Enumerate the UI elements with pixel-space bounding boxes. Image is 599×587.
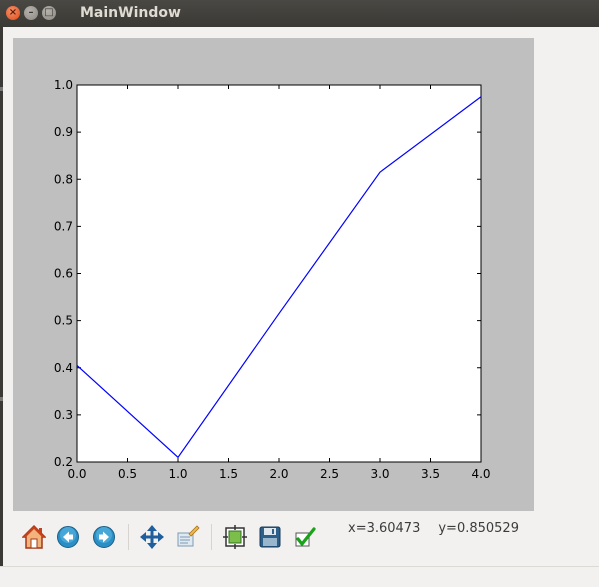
edit-curves-icon [293,525,317,549]
maximize-window-button[interactable]: □ [42,6,56,20]
x-tick-label: 0.0 [67,467,86,481]
pan-button[interactable] [137,522,167,552]
y-tick-label: 1.0 [54,78,73,92]
x-tick-label: 3.5 [421,467,440,481]
x-tick-label: 3.0 [370,467,389,481]
forward-icon [92,525,116,549]
title-bar: × – □ MainWindow [0,0,599,27]
toolbar-separator [211,524,212,550]
y-tick-labels: 0.2 0.3 0.4 0.5 0.6 0.7 0.8 0.9 1.0 [54,78,73,469]
back-icon [56,525,80,549]
subplots-icon [223,525,247,549]
cursor-y-value: y=0.850529 [438,521,519,536]
x-tick-labels: 0.0 0.5 1.0 1.5 2.0 2.5 3.0 3.5 4.0 [67,467,490,481]
x-tick-label: 2.0 [269,467,288,481]
back-button[interactable] [53,522,83,552]
zoom-icon [176,525,200,549]
status-bar [0,566,599,587]
y-tick-label: 0.6 [54,267,73,281]
home-icon [22,524,46,550]
y-tick-label: 0.8 [54,172,73,186]
toolbar-separator [128,524,129,550]
zoom-button[interactable] [173,522,203,552]
y-tick-label: 0.7 [54,219,73,233]
plot-figure[interactable]: 0.0 0.5 1.0 1.5 2.0 2.5 3.0 3.5 4.0 0.2 0.3 0.4 0.5… [13,38,534,511]
edit-curves-button[interactable] [290,522,320,552]
home-button[interactable] [19,522,49,552]
x-tick-label: 1.0 [168,467,187,481]
minimize-window-button[interactable]: – [24,6,38,20]
cursor-x-value: x=3.60473 [348,521,420,536]
line-chart[interactable]: 0.0 0.5 1.0 1.5 2.0 2.5 3.0 3.5 4.0 0.2 0.3 0.4 0.5… [13,38,534,511]
x-tick-label: 1.5 [219,467,238,481]
x-tick-label: 2.5 [320,467,339,481]
save-icon [258,525,282,549]
cursor-coordinates: x=3.60473 y=0.850529 [348,521,537,536]
y-tick-label: 0.9 [54,125,73,139]
window-title: MainWindow [80,5,181,21]
forward-button[interactable] [89,522,119,552]
y-tick-label: 0.5 [54,314,73,328]
desktop-edge [0,27,3,572]
navigation-toolbar: x=3.60473 y=0.850529 [13,518,599,558]
subplots-button[interactable] [220,522,250,552]
x-tick-label: 4.0 [471,467,490,481]
y-tick-label: 0.2 [54,455,73,469]
pan-icon [140,525,164,549]
y-tick-label: 0.3 [54,408,73,422]
save-button[interactable] [255,522,285,552]
y-tick-label: 0.4 [54,361,73,375]
close-window-button[interactable]: × [6,6,20,20]
x-tick-label: 0.5 [118,467,137,481]
